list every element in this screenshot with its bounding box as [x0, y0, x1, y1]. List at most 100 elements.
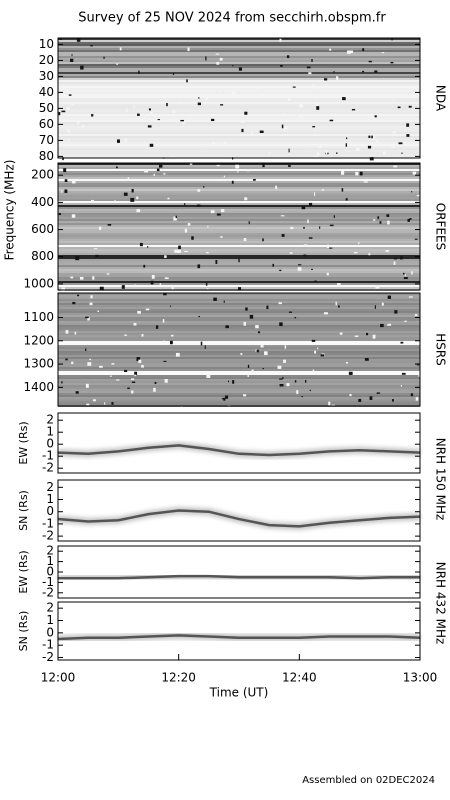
texture-speck — [127, 177, 130, 181]
texture-speck — [393, 257, 398, 260]
texture-speck — [175, 352, 180, 357]
texture-speck — [303, 227, 305, 229]
texture-row — [58, 345, 420, 347]
texture-row — [58, 42, 420, 44]
texture-speck — [364, 358, 369, 361]
texture-row — [58, 169, 420, 171]
texture-speck — [323, 312, 328, 315]
y-tick-label: -2 — [42, 529, 54, 543]
texture-row — [58, 98, 420, 100]
texture-row — [58, 315, 420, 317]
texture-row — [58, 245, 420, 247]
texture-row — [58, 175, 420, 177]
texture-speck — [404, 320, 407, 322]
texture-speck — [65, 358, 68, 361]
texture-speck — [391, 144, 396, 148]
texture-speck — [167, 197, 170, 200]
texture-speck — [246, 169, 250, 172]
y-tick-label: 200 — [31, 168, 54, 182]
texture-row — [58, 323, 420, 325]
texture-row — [58, 267, 420, 269]
texture-speck — [394, 310, 398, 314]
texture-row — [58, 273, 420, 275]
y-tick-label: 20 — [39, 53, 54, 67]
texture-speck — [374, 305, 376, 309]
texture-speck — [379, 221, 382, 224]
texture-speck — [283, 126, 288, 130]
y-tick-label: 0 — [46, 504, 54, 518]
texture-speck — [312, 126, 316, 128]
texture-speck — [186, 79, 188, 83]
y-tick-label: 1200 — [23, 333, 54, 347]
texture-row — [58, 385, 420, 387]
texture-speck — [105, 120, 110, 122]
texture-speck — [205, 56, 207, 61]
texture-speck — [68, 94, 72, 96]
texture-speck — [211, 141, 216, 146]
texture-speck — [215, 259, 218, 264]
texture-speck — [311, 268, 313, 271]
texture-speck — [319, 226, 321, 229]
texture-speck — [85, 348, 87, 351]
texture-speck — [259, 130, 264, 134]
texture-speck — [391, 38, 393, 41]
texture-speck — [375, 285, 380, 289]
texture-speck — [103, 56, 105, 60]
texture-row — [58, 84, 420, 86]
texture-speck — [314, 280, 317, 283]
texture-speck — [326, 244, 330, 248]
texture-speck — [376, 140, 379, 143]
texture-speck — [355, 147, 360, 151]
texture-speck — [130, 197, 135, 202]
texture-row — [58, 395, 420, 397]
texture-speck — [302, 113, 305, 118]
texture-speck — [279, 269, 282, 272]
texture-speck — [151, 274, 155, 279]
texture-speck — [95, 254, 99, 258]
texture-speck — [99, 365, 103, 368]
texture-speck — [354, 335, 359, 337]
texture-row — [58, 66, 420, 68]
texture-speck — [287, 98, 291, 101]
y-tick-label: -2 — [42, 650, 54, 664]
texture-row — [58, 100, 420, 102]
texture-speck — [171, 286, 174, 290]
texture-speck — [285, 94, 290, 98]
y-tick-label: 600 — [31, 222, 54, 236]
texture-row — [58, 357, 420, 359]
texture-speck — [244, 197, 248, 201]
texture-row — [58, 90, 420, 92]
texture-row — [58, 307, 420, 309]
texture-row — [58, 279, 420, 281]
texture-speck — [241, 128, 244, 133]
texture-speck — [210, 210, 215, 214]
texture-speck — [380, 323, 384, 328]
texture-speck — [326, 272, 329, 276]
texture-row — [58, 140, 420, 142]
texture-row — [58, 148, 420, 150]
texture-speck — [397, 106, 401, 109]
texture-speck — [303, 244, 308, 247]
texture-speck — [400, 385, 402, 387]
texture-speck — [125, 108, 128, 113]
texture-speck — [298, 264, 302, 266]
texture-speck — [288, 311, 293, 313]
panel-frame — [57, 479, 421, 542]
texture-speck — [79, 276, 84, 280]
texture-speck — [345, 143, 348, 147]
texture-row — [58, 295, 420, 297]
y-axis-label: Frequency (MHz) — [3, 160, 17, 261]
x-tick-label: 12:00 — [41, 671, 76, 685]
texture-row — [58, 197, 420, 199]
texture-speck — [178, 245, 181, 250]
texture-row — [58, 325, 420, 327]
texture-speck — [154, 381, 157, 384]
texture-row — [58, 379, 420, 381]
texture-speck — [141, 364, 144, 368]
texture-speck — [114, 200, 117, 203]
texture-row — [58, 144, 420, 146]
y-tick-label: 800 — [31, 249, 54, 263]
texture-speck — [374, 115, 377, 118]
texture-speck — [116, 63, 118, 66]
texture-speck — [255, 349, 257, 353]
